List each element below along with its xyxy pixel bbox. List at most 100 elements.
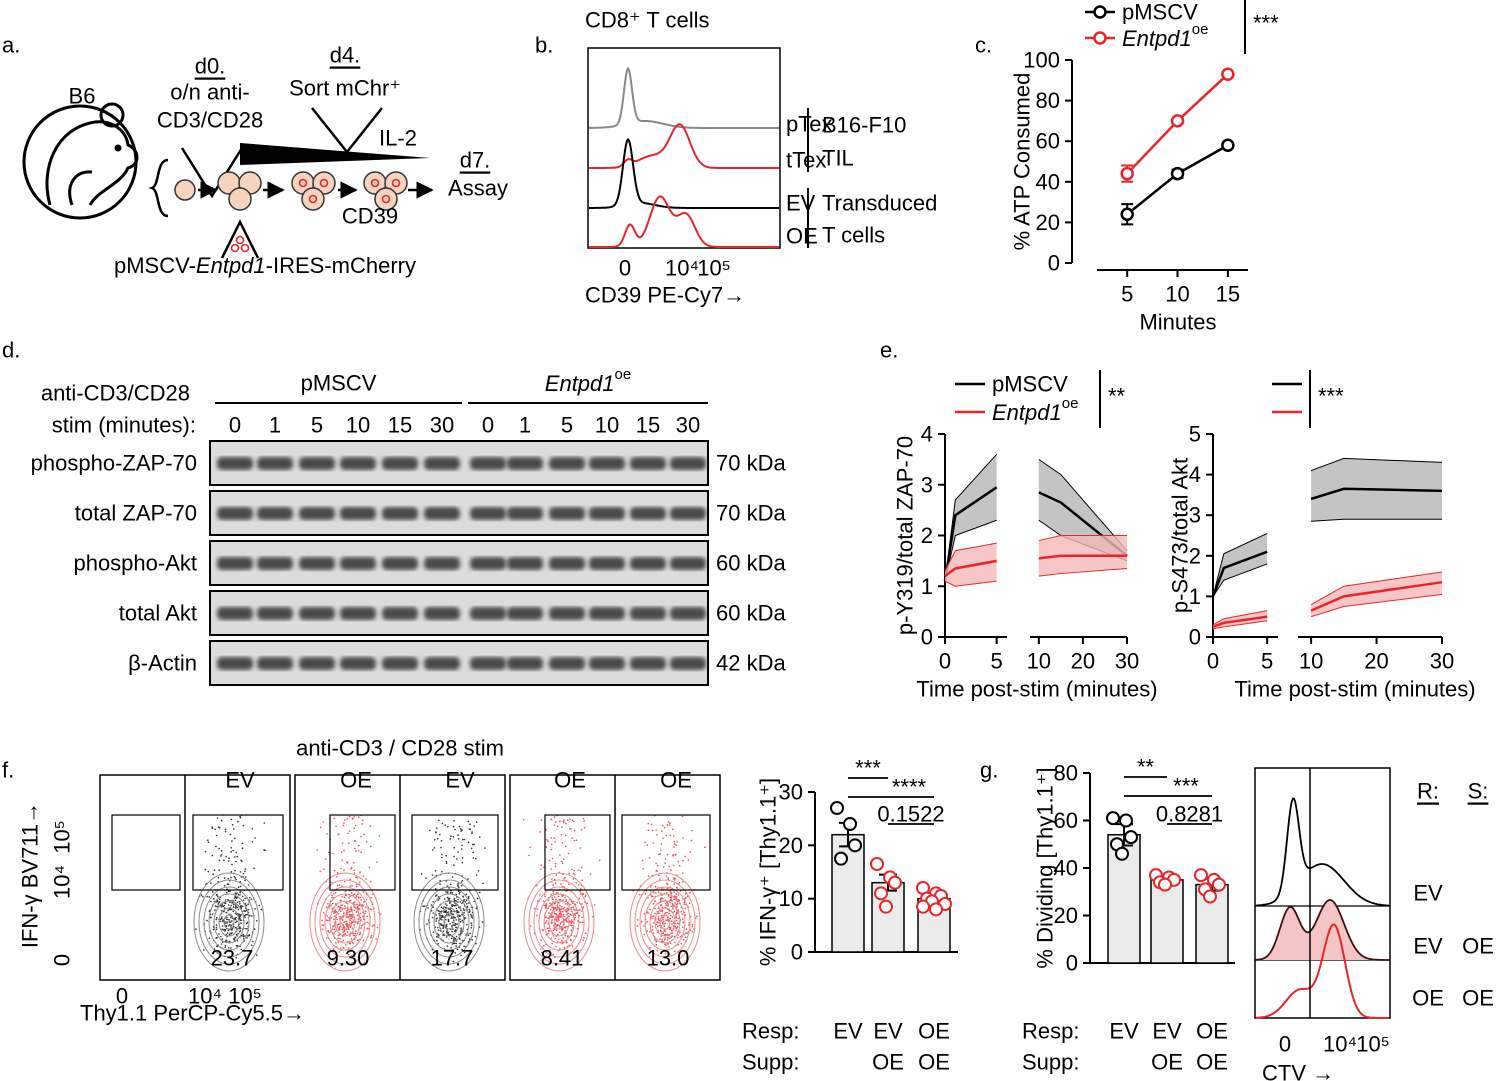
band (340, 507, 376, 520)
band-area (945, 454, 997, 582)
band (299, 457, 335, 470)
band (670, 507, 706, 520)
contour (548, 907, 570, 937)
x-tick-label: 10⁵ (1356, 1032, 1390, 1057)
y-axis-label: % IFN-γ⁺ [Thy1.1⁺] (756, 778, 781, 966)
band (549, 557, 585, 570)
il2-wedge (240, 143, 430, 165)
row-header: R: (1417, 779, 1439, 804)
y-axis-label: p-Y319/total ZAP-70 (893, 436, 918, 635)
step-text: Sort mChr⁺ (289, 76, 401, 101)
histogram-trace (1256, 797, 1390, 907)
contour (649, 900, 681, 944)
row-header: S: (1468, 779, 1489, 804)
legend-label-sup: oe (1192, 21, 1209, 38)
contour (334, 907, 356, 937)
panel-letter: g. (980, 758, 998, 783)
x-tick-label: 20 (1364, 649, 1388, 674)
y-tick-label: 20 (1054, 903, 1078, 928)
band-edge (1212, 620, 1268, 630)
contour (218, 907, 240, 937)
plot-label: EV (225, 768, 255, 793)
y-tick-label: 10⁵ (50, 820, 75, 854)
x-tick-label: 0 (1207, 649, 1219, 674)
gate-value: 17.7 (431, 946, 474, 971)
bar (1150, 879, 1184, 964)
x-tick-label: 10⁴ (665, 256, 699, 281)
y-tick-label: 20 (1036, 210, 1060, 235)
gate (411, 814, 499, 891)
series-line (944, 559, 997, 578)
band (470, 457, 506, 470)
y-tick-label: 5 (1189, 422, 1201, 447)
group-label: B16-F10 (822, 113, 906, 138)
band (424, 507, 460, 520)
plot-label: OE (554, 768, 586, 793)
band (630, 557, 666, 570)
legend-label-italic: Entpd1 (992, 400, 1062, 425)
contour (538, 893, 580, 951)
y-tick-label: 3 (921, 472, 933, 497)
band (299, 657, 335, 670)
protein-label: phospho-ZAP-70 (31, 451, 197, 476)
band (507, 457, 543, 470)
y-tick-label: 0 (791, 940, 803, 965)
data-point (1106, 811, 1120, 826)
contour (443, 914, 455, 930)
band (589, 557, 625, 570)
mouse-icon (22, 102, 139, 220)
row-label: Supp: (742, 1050, 800, 1075)
cells (174, 171, 408, 211)
band (670, 657, 706, 670)
band-edge (1310, 571, 1443, 605)
band (217, 607, 253, 620)
step-text: o/n anti- (170, 80, 250, 105)
y-axis-label: p-S473/total Akt (1168, 458, 1193, 613)
data-point (879, 899, 893, 914)
contour (523, 872, 595, 972)
y-tick-label: 1 (921, 574, 933, 599)
band-area (1311, 572, 1442, 617)
band (299, 607, 335, 620)
y-tick-label: 60 (1054, 808, 1078, 833)
contour (339, 914, 351, 930)
contour (413, 872, 485, 972)
x-axis-label: Time post-stim (minutes) (916, 677, 1157, 702)
x-tick-label: OE (1196, 1019, 1228, 1044)
band-edge (1212, 533, 1268, 597)
x-tick-label: 5 (1121, 282, 1133, 307)
data-point (1212, 877, 1226, 892)
construct-part: pMSCV- (114, 253, 196, 278)
band (589, 507, 625, 520)
series-line (1038, 554, 1127, 560)
y-tick-label: 40 (1054, 856, 1078, 881)
band-edge (1311, 518, 1442, 522)
row-label: Resp: (742, 1019, 799, 1044)
band (589, 457, 625, 470)
data-point (929, 902, 943, 917)
band (470, 507, 506, 520)
sample-label: pTex (786, 112, 832, 137)
series-line (1310, 580, 1443, 612)
step-text: CD3/CD28 (157, 108, 263, 133)
band (424, 657, 460, 670)
significance: *** (1318, 384, 1344, 409)
band (549, 657, 585, 670)
band (382, 607, 418, 620)
responder-label: EV (1413, 881, 1443, 906)
group-name-sup: oe (615, 366, 632, 383)
data-point (1115, 846, 1129, 861)
lane-label: 1 (519, 413, 531, 438)
contour (639, 886, 691, 958)
histogram-trace (589, 137, 779, 209)
band (299, 507, 335, 520)
data-point (1120, 207, 1134, 222)
x-tick-label: 10⁴ (188, 984, 222, 1009)
panel-title: anti-CD3 / CD28 stim (296, 736, 504, 761)
band (630, 457, 666, 470)
day-label: d7. (460, 148, 491, 173)
contour (433, 900, 465, 944)
x-tick-label: 10 (1165, 282, 1189, 307)
mouse-label: B6 (69, 84, 96, 109)
plot-label: OE (660, 768, 692, 793)
